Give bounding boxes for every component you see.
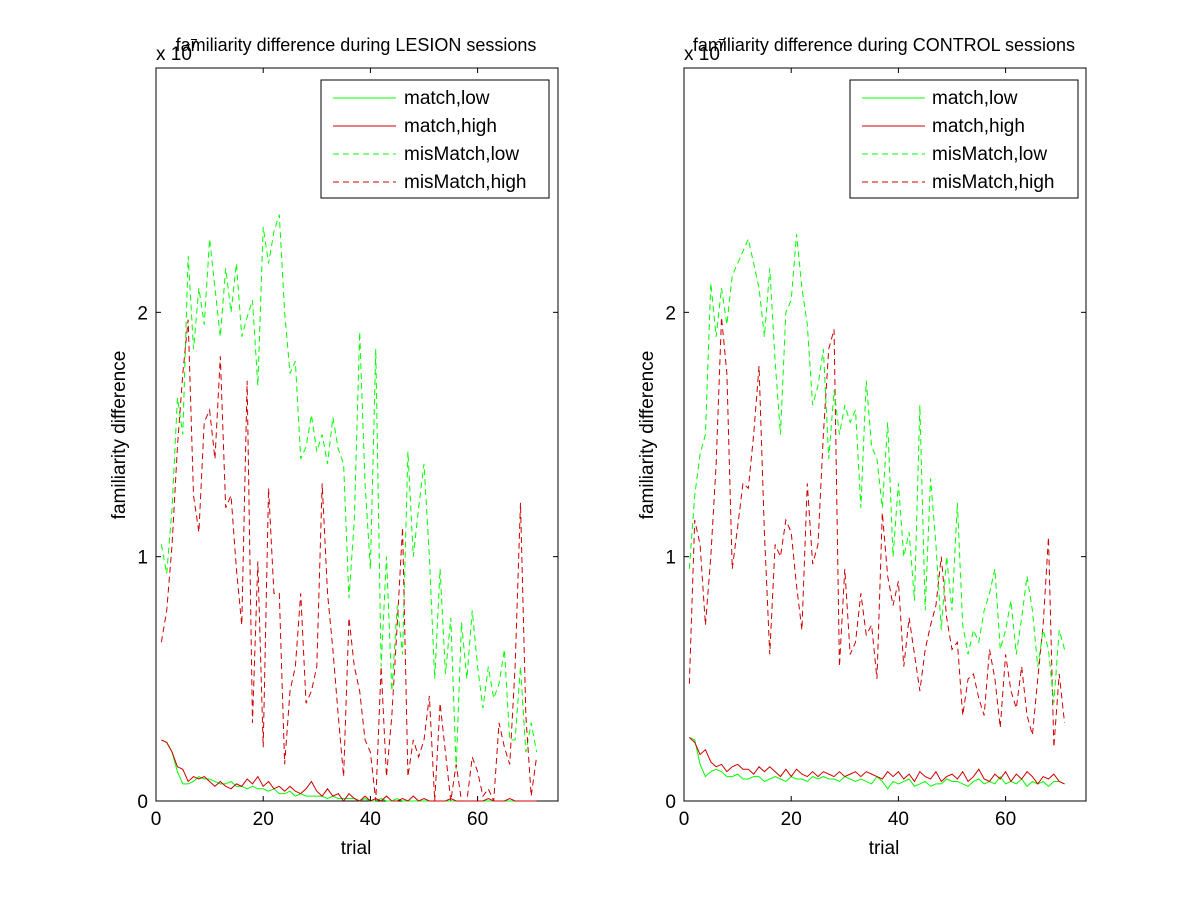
chart-title: familiarity difference during LESION ses… [176, 35, 537, 55]
x-tick-label: 40 [360, 809, 381, 830]
series-line-mismatch-low [688, 234, 1066, 704]
tick-layer: 0 20 40 60 0 1 2 [665, 68, 1086, 830]
series-line-mismatch-high [688, 317, 1066, 748]
lesion-chart-panel: 0 20 40 60 0 1 2 x 10 -7 familiarity differenc… [109, 35, 559, 859]
y-tick-label: 2 [665, 303, 676, 324]
y-tick-label: 0 [665, 792, 676, 813]
y-axis-label: familiarity difference [637, 351, 658, 520]
y-axis-label: familiarity difference [109, 351, 130, 520]
series-layer [688, 234, 1066, 790]
series-line-match-high [689, 737, 1065, 785]
legend-label-match-low: match,low [932, 88, 1018, 109]
y-tick-label: 1 [137, 548, 148, 569]
series-line-mismatch-high [160, 319, 538, 802]
x-tick-label: 20 [253, 809, 274, 830]
x-axis-label: trial [341, 838, 372, 859]
x-tick-label: 60 [995, 809, 1016, 830]
legend-label-match-high: match,high [932, 116, 1025, 137]
control-chart-panel: 0 20 40 60 0 1 2 x 10 -7 familiarity differenc… [637, 35, 1087, 859]
x-axis-label: trial [869, 838, 900, 859]
series-line-match-high [161, 739, 537, 802]
y-exponent-label: x 10 [156, 44, 192, 65]
y-tick-label: 2 [137, 303, 148, 324]
x-tick-label: 60 [467, 809, 488, 830]
legend-label-mismatch-high: misMatch,high [932, 172, 1055, 193]
chart-title: familiarity difference during CONTROL se… [693, 35, 1075, 55]
legend-label-mismatch-low: misMatch,low [932, 144, 1047, 165]
legend: match,low match,high misMatch,low misMat… [849, 79, 1079, 199]
y-tick-label: 0 [137, 792, 148, 813]
x-tick-label: 0 [151, 809, 162, 830]
legend-label-match-high: match,high [404, 116, 497, 137]
legend-box [849, 79, 1079, 199]
series-line-mismatch-low [160, 214, 538, 770]
legend: match,low match,high misMatch,low misMat… [320, 79, 550, 199]
legend-label-match-low: match,low [404, 88, 490, 109]
legend-label-mismatch-low: misMatch,low [404, 144, 519, 165]
x-tick-label: 20 [781, 809, 802, 830]
y-exponent-label: x 10 [684, 44, 720, 65]
y-exponent-power: -7 [186, 36, 198, 51]
y-exponent-power: -7 [714, 36, 726, 51]
x-tick-label: 40 [888, 809, 909, 830]
legend-label-mismatch-high: misMatch,high [404, 172, 527, 193]
x-tick-label: 0 [679, 809, 690, 830]
y-tick-label: 1 [665, 548, 676, 569]
series-layer [160, 214, 538, 802]
tick-layer: 0 20 40 60 0 1 2 [137, 68, 558, 830]
legend-box [320, 79, 550, 199]
